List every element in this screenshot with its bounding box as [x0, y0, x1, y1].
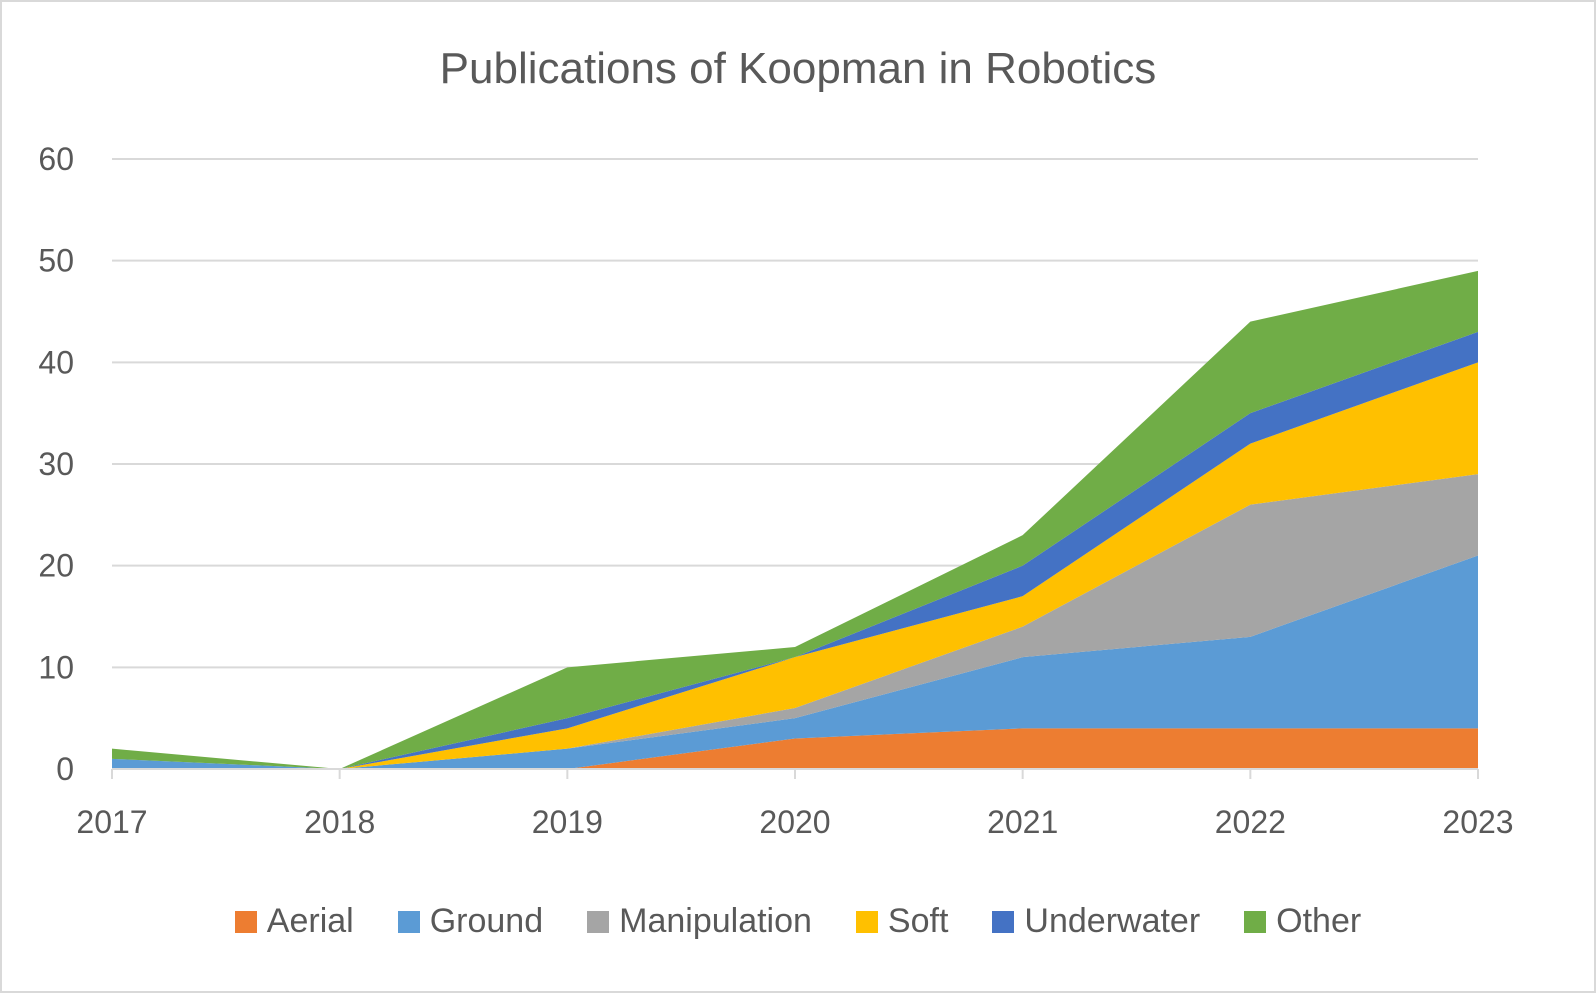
legend-item-other: Other	[1244, 902, 1361, 941]
x-tick-label: 2023	[1442, 804, 1513, 840]
x-tick-label: 2020	[759, 804, 830, 840]
y-tick-label: 40	[38, 344, 74, 380]
y-tick-label: 0	[56, 751, 74, 787]
area-series-other	[112, 270, 1478, 769]
legend-swatch	[397, 910, 420, 933]
legend-item-underwater: Underwater	[992, 902, 1200, 941]
x-tick-label: 2022	[1215, 804, 1286, 840]
legend-item-aerial: Aerial	[234, 902, 354, 941]
legend-swatch	[855, 910, 878, 933]
legend-item-manipulation: Manipulation	[587, 902, 812, 941]
chart-title: Publications of Koopman in Robotics	[439, 44, 1157, 93]
y-tick-label: 20	[38, 548, 74, 584]
y-tick-label: 30	[38, 446, 74, 482]
x-tick-label: 2017	[76, 804, 147, 840]
legend-swatch	[1244, 910, 1267, 933]
chart-legend: Aerial Ground Manipulation Soft Underwater Ot…	[2, 902, 1594, 941]
area-series-manipulation	[112, 474, 1478, 769]
legend-swatch	[234, 910, 257, 933]
legend-swatch	[992, 910, 1015, 933]
area-series-aerial	[112, 728, 1478, 769]
legend-label: Other	[1276, 902, 1362, 940]
legend-label: Manipulation	[619, 902, 812, 940]
y-tick-label: 50	[38, 243, 74, 279]
legend-label: Aerial	[266, 902, 354, 940]
area-series-ground	[112, 555, 1478, 769]
area-series-soft	[112, 362, 1478, 769]
legend-swatch	[587, 910, 610, 933]
x-tick-label: 2018	[304, 804, 375, 840]
y-tick-label: 60	[38, 141, 74, 177]
legend-label: Underwater	[1024, 902, 1201, 940]
legend-item-soft: Soft	[855, 902, 949, 941]
x-tick-label: 2021	[987, 804, 1058, 840]
y-tick-label: 10	[38, 649, 74, 685]
x-tick-label: 2019	[532, 804, 603, 840]
legend-label: Ground	[429, 902, 544, 940]
legend-label: Soft	[887, 902, 949, 940]
legend-item-ground: Ground	[397, 902, 544, 941]
